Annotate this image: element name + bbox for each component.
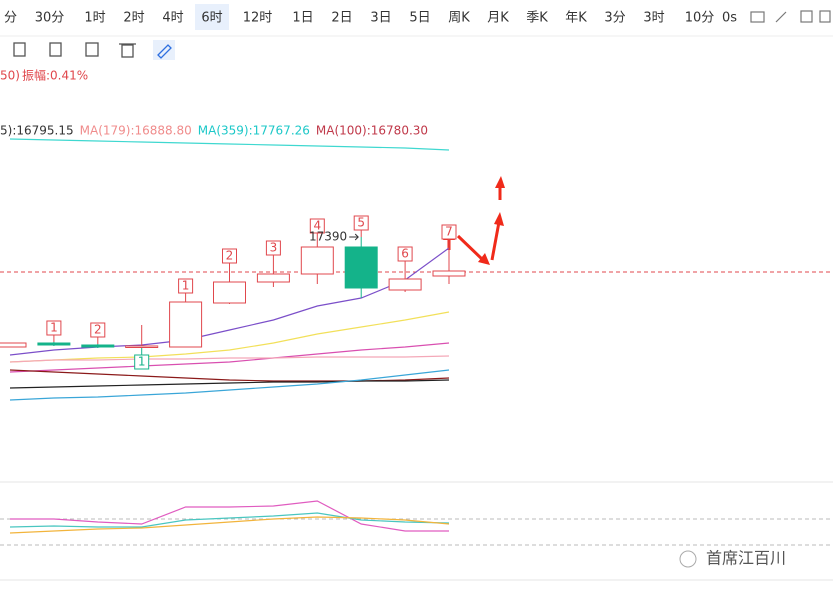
interval-tab[interactable]: 5日: [409, 11, 430, 26]
interval-tab[interactable]: 2时: [123, 11, 144, 26]
label-box: [178, 278, 194, 294]
label-box: [309, 218, 325, 234]
interval-tab[interactable]: 1时: [84, 11, 105, 26]
interval-tab[interactable]: 3时: [643, 11, 664, 26]
candle-label: 3: [270, 241, 278, 255]
ma-legend: MA(100):16780.30: [316, 124, 428, 138]
ma-line: [9, 369, 450, 382]
candle-body: [388, 278, 422, 291]
interval-tab[interactable]: 30分: [35, 11, 65, 26]
interval-tab[interactable]: 4时: [162, 11, 183, 26]
label-box: [90, 322, 106, 338]
interval-tab[interactable]: 6时: [201, 11, 222, 26]
candle-label: 1: [182, 279, 190, 293]
amplitude: 振幅:0.41%: [22, 68, 88, 83]
tool-icons: [13, 40, 175, 60]
info-prefix: 50): [0, 69, 20, 83]
interval-tab[interactable]: 月K: [487, 11, 509, 26]
interval-tab[interactable]: 1日: [292, 11, 313, 26]
watermark-text: 首席江百川: [706, 549, 786, 568]
ma-line: [9, 247, 450, 356]
interval-tab[interactable]: 12时: [243, 11, 273, 26]
ma-line: [9, 138, 450, 151]
candle-body: [125, 345, 159, 348]
candle-label: 1: [50, 321, 58, 335]
top-right-icons: [750, 10, 831, 23]
candle-body: [81, 344, 115, 348]
interval-tab[interactable]: 2日: [331, 11, 352, 26]
ma-legend: MA(179):16888.80: [80, 124, 192, 138]
label-box: [441, 224, 457, 240]
candle-body: [256, 273, 290, 283]
timer: 0s: [722, 11, 737, 26]
label-box: [265, 240, 281, 256]
indicator-line: [9, 512, 450, 528]
candle-body: [344, 246, 378, 289]
candle-label: 6: [401, 247, 409, 261]
label-box: [353, 215, 369, 231]
annotation-arrows: [443, 176, 505, 265]
candle-body: [0, 342, 27, 348]
max-price-arrow: [349, 233, 359, 241]
label-box: [46, 320, 62, 336]
interval-tab[interactable]: 分: [4, 11, 17, 26]
ma-line: [9, 342, 450, 373]
active-tab: [195, 4, 229, 30]
candle-body: [300, 246, 334, 275]
candle-label: 5: [357, 216, 365, 230]
label-box: [134, 354, 150, 370]
indicator-line: [10, 500, 449, 532]
candle-label: 2: [226, 249, 234, 263]
ma-line: [9, 379, 450, 389]
label-box: [397, 246, 413, 262]
candle-body: [432, 270, 466, 277]
ma-line: [9, 355, 450, 363]
indicator-line: [9, 516, 450, 534]
ma-legend: MA(359):17767.26: [198, 124, 310, 138]
candle-body: [169, 301, 203, 348]
ma-line: [9, 369, 450, 401]
interval-tab[interactable]: 3日: [370, 11, 391, 26]
ma-legend: 5):16795.15: [0, 124, 74, 138]
watermark: 首席江百川: [679, 549, 786, 568]
interval-tab[interactable]: 年K: [565, 11, 587, 26]
candle-label: 4: [313, 219, 321, 233]
candle-label: 1: [138, 355, 146, 369]
interval-tab[interactable]: 季K: [526, 11, 548, 26]
max-price-label: 17390: [309, 230, 347, 244]
interval-tab[interactable]: 周K: [448, 11, 470, 26]
candle-body: [37, 342, 71, 346]
label-box: [222, 248, 237, 264]
candle-label: 7: [445, 225, 453, 239]
interval-tab[interactable]: 10分: [685, 11, 715, 26]
candle-label: 2: [94, 323, 102, 337]
ma-line: [9, 311, 450, 363]
candle-body: [213, 281, 246, 304]
interval-tab[interactable]: 3分: [604, 11, 625, 26]
